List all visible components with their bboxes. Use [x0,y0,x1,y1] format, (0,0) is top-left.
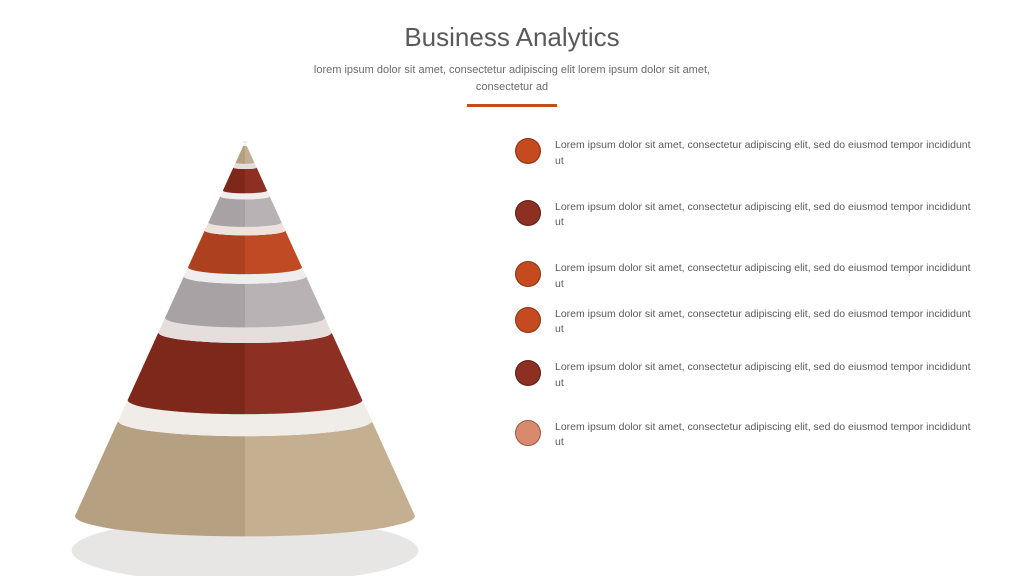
legend-item: Lorem ipsum dolor sit amet, consectetur … [515,261,984,293]
legend-item: Lorem ipsum dolor sit amet, consectetur … [515,138,984,170]
cone-svg [60,128,430,548]
legend-dot [515,420,541,446]
cone-chart [60,128,430,548]
legend-text: Lorem ipsum dolor sit amet, consectetur … [555,420,975,452]
legend-text: Lorem ipsum dolor sit amet, consectetur … [555,261,975,293]
legend: Lorem ipsum dolor sit amet, consectetur … [515,138,984,451]
page-title: Business Analytics [0,22,1024,53]
legend-dot [515,307,541,333]
legend-dot [515,360,541,386]
legend-dot [515,261,541,287]
legend-item: Lorem ipsum dolor sit amet, consectetur … [515,420,984,452]
legend-dot [515,138,541,164]
legend-text: Lorem ipsum dolor sit amet, consectetur … [555,138,975,170]
header-divider [467,104,557,107]
legend-item: Lorem ipsum dolor sit amet, consectetur … [515,307,984,339]
page-subtitle-wrap: lorem ipsum dolor sit amet, consectetur … [0,62,1024,96]
legend-item: Lorem ipsum dolor sit amet, consectetur … [515,360,984,392]
legend-item: Lorem ipsum dolor sit amet, consectetur … [515,200,984,232]
legend-dot [515,200,541,226]
page-subtitle: lorem ipsum dolor sit amet, consectetur … [302,62,722,96]
legend-text: Lorem ipsum dolor sit amet, consectetur … [555,307,975,339]
legend-text: Lorem ipsum dolor sit amet, consectetur … [555,200,975,232]
infographic-page: { "header": { "title": "Business Analyti… [0,0,1024,576]
legend-text: Lorem ipsum dolor sit amet, consectetur … [555,360,975,392]
